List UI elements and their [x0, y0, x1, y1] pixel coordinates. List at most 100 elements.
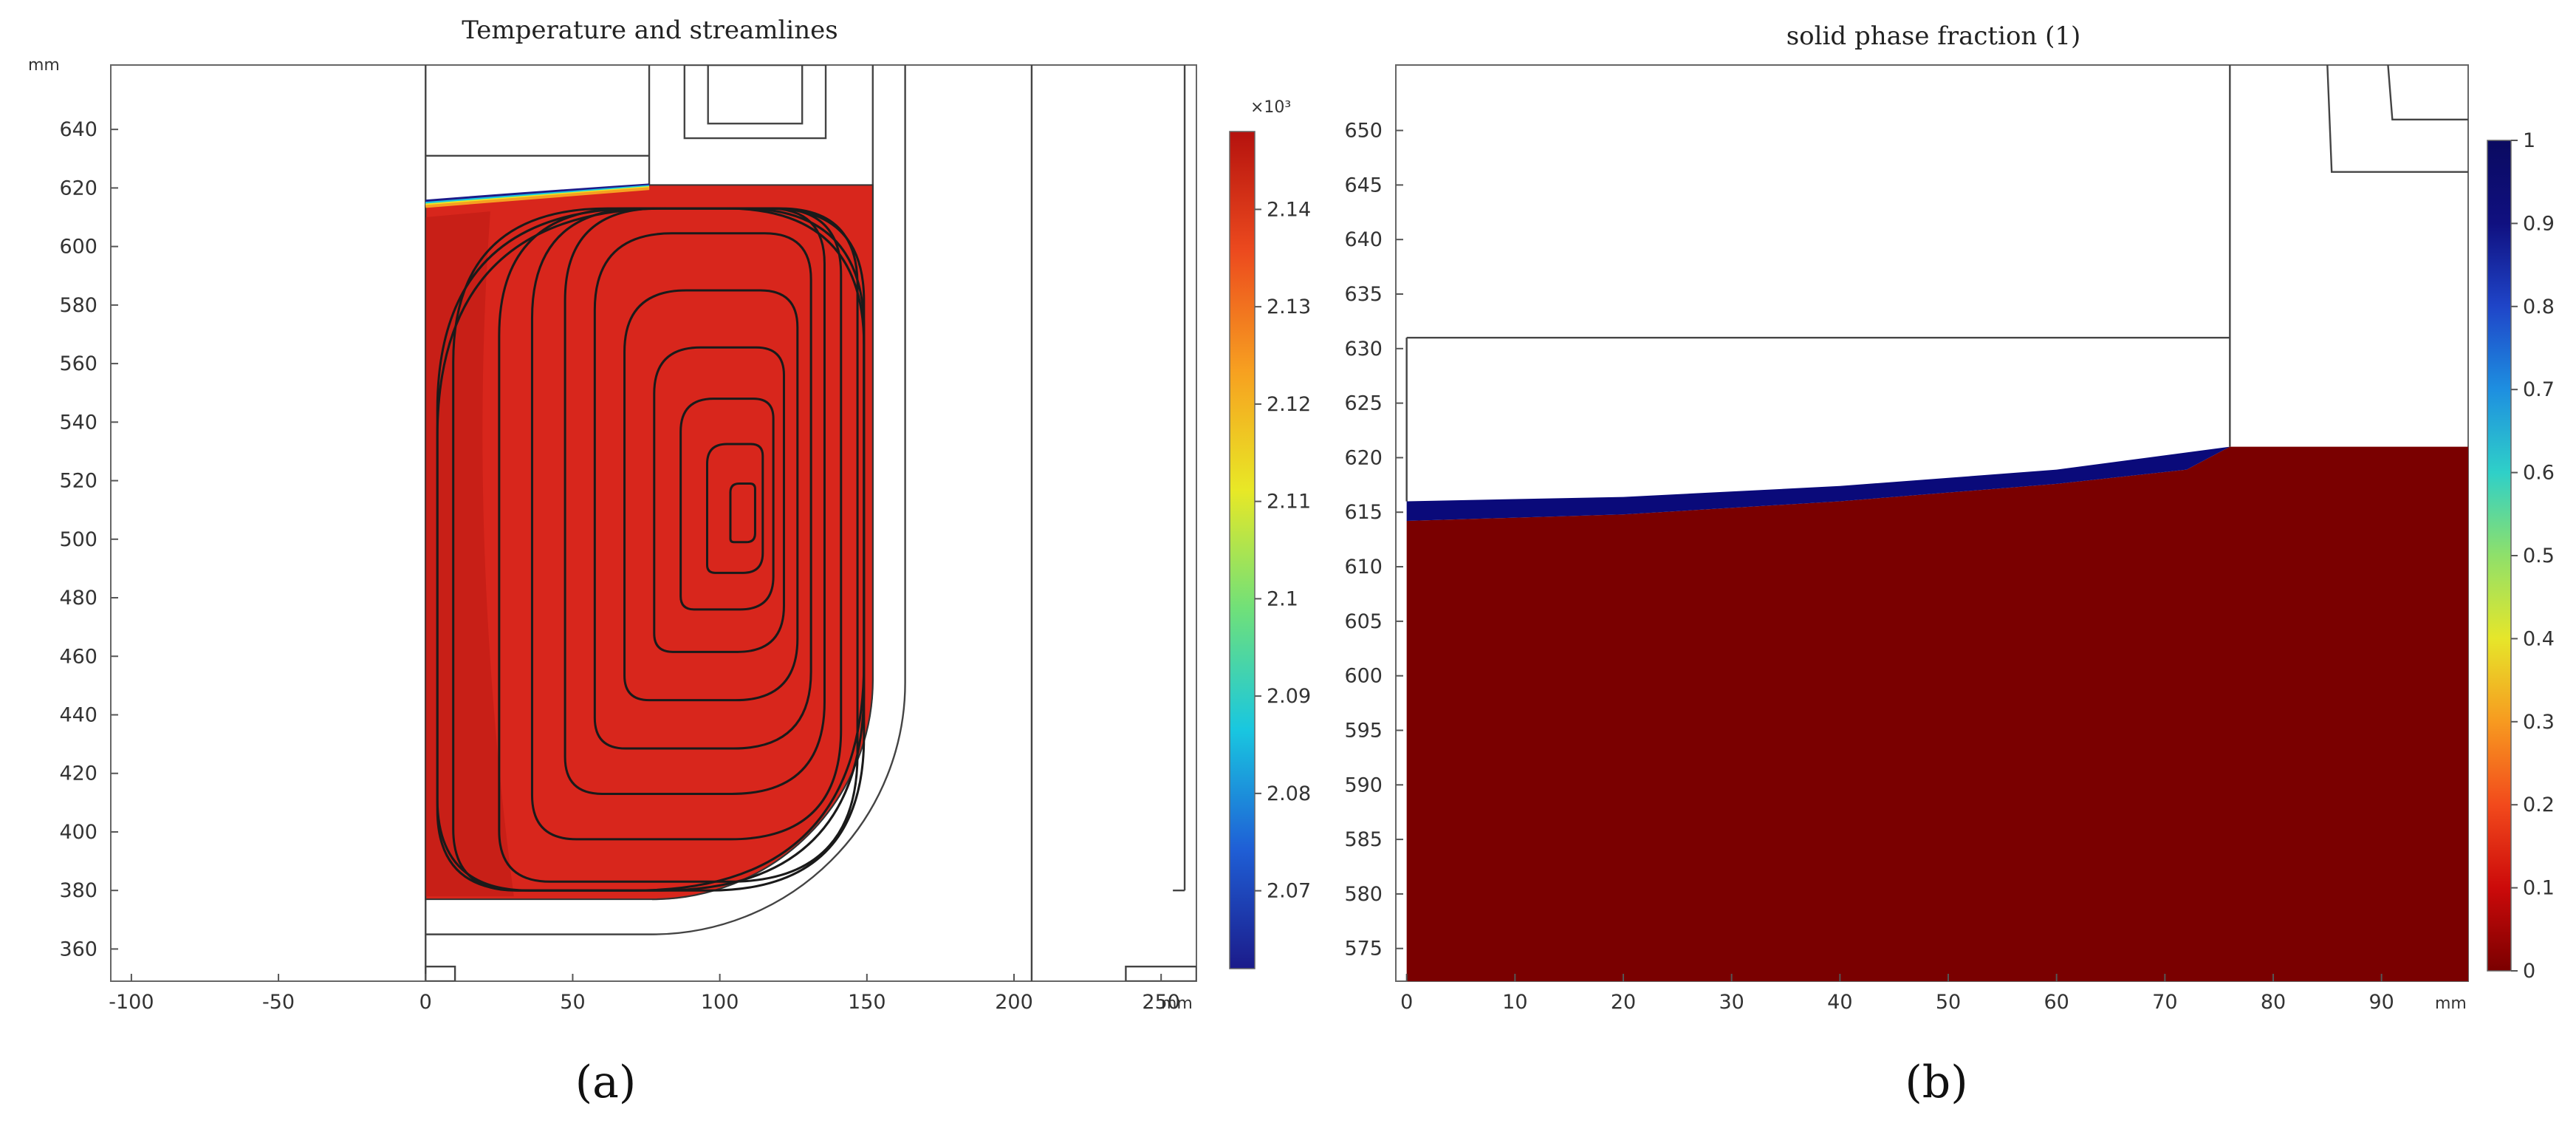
- y-tick-label: 590: [1344, 774, 1383, 796]
- panel-a-frame: [110, 64, 1197, 982]
- y-tick-label: 480: [59, 587, 97, 610]
- geometry-feeder-outer: [683, 65, 827, 140]
- geometry-feeder-inner: [2387, 65, 2468, 121]
- panel-b-x-unit: mm: [2435, 994, 2467, 1013]
- colorbar-tick-label: 1: [2523, 129, 2535, 152]
- y-tick-label: 615: [1344, 501, 1383, 524]
- y-tick-label: 400: [59, 821, 97, 844]
- colorbar-tick-label: 0.7: [2523, 378, 2555, 401]
- solidified-shell-band: [425, 183, 650, 203]
- y-tick-label: 635: [1344, 283, 1383, 306]
- solid-fraction-solid-layer: [1406, 446, 2230, 522]
- streamline: [436, 207, 866, 892]
- streamline: [679, 398, 775, 611]
- panel-a: Temperature and streamlines -100 -50 0 50 10…: [28, 16, 1311, 1108]
- panel-a-colorbar-ticks: 2.07 2.08 2.09 2.1 2.11 2.12 2.13 2.14: [1255, 198, 1311, 903]
- panel-a-title: Temperature and streamlines: [462, 16, 838, 45]
- colorbar-tick-label: 2.08: [1267, 782, 1311, 805]
- x-tick-label: 30: [1719, 991, 1744, 1014]
- y-tick-label: 575: [1344, 938, 1383, 961]
- y-tick-label: 620: [1344, 446, 1383, 469]
- x-tick-label: 80: [2261, 991, 2286, 1014]
- panel-a-plot-area: [425, 65, 1196, 981]
- colorbar-tick-label: 0.6: [2523, 462, 2555, 485]
- y-tick-label: 580: [1344, 883, 1383, 906]
- y-tick-label: 610: [1344, 556, 1383, 579]
- geometry-feeder-inner: [707, 65, 804, 125]
- streamline: [436, 207, 866, 892]
- streamline: [452, 207, 866, 892]
- y-tick-label: 625: [1344, 392, 1383, 415]
- y-tick-label: 640: [1344, 228, 1383, 251]
- panel-b: solid phase fraction (1) 0 10 20 30 40 50 60 70…: [1344, 21, 2555, 1108]
- x-tick-label: 50: [1936, 991, 1961, 1014]
- colorbar-tick-label: 2.07: [1267, 880, 1311, 903]
- y-tick-label: 640: [59, 118, 97, 141]
- panel-b-title: solid phase fraction (1): [1787, 21, 2081, 51]
- geometry-crucible-outer-wall: [652, 65, 906, 935]
- colorbar-tick-label: 2.12: [1267, 393, 1311, 416]
- colorbar-tick-label: 2.1: [1267, 587, 1298, 610]
- solid-fraction-liquid-region: [1406, 446, 2468, 981]
- y-tick-label: 380: [59, 879, 97, 902]
- x-tick-label: 60: [2044, 991, 2069, 1014]
- panel-b-y-axis: 575 580 585 590 595 600 605 610 615 620 625 630 635 6…: [1344, 120, 1403, 961]
- x-tick-label: 100: [701, 991, 739, 1014]
- panel-a-y-unit: mm: [28, 56, 60, 75]
- colorbar-tick-label: 0: [2523, 960, 2535, 983]
- streamline: [729, 482, 756, 544]
- colorbar-tick-label: 0.9: [2523, 212, 2555, 235]
- streamline: [530, 207, 843, 841]
- colorbar-tick-label: 0.1: [2523, 877, 2555, 900]
- x-tick-label: 20: [1611, 991, 1636, 1014]
- colorbar-tick-label: 0.8: [2523, 296, 2555, 318]
- y-tick-label: 595: [1344, 719, 1383, 742]
- streamline: [564, 207, 826, 795]
- panel-b-colorbar-ticks: 0 0.1 0.2 0.3 0.4 0.5 0.6 0.7 0.8 0.9 1: [2511, 129, 2555, 983]
- y-tick-label: 360: [59, 938, 97, 961]
- panel-a-x-unit: mm: [1161, 994, 1193, 1013]
- solidified-shell-band: [425, 187, 650, 208]
- geometry-feeder-outline: [2326, 65, 2468, 173]
- colorbar-tick-label: 2.14: [1267, 198, 1311, 221]
- y-tick-label: 600: [1344, 665, 1383, 688]
- streamline: [623, 289, 799, 702]
- x-tick-label: 200: [995, 991, 1033, 1014]
- y-tick-label: 630: [1344, 338, 1383, 361]
- panel-b-plot-area: [1405, 65, 2468, 981]
- panel-a-colorbar-multiplier: ×10³: [1250, 98, 1291, 117]
- x-tick-label: 0: [1400, 991, 1413, 1014]
- x-tick-label: 40: [1827, 991, 1852, 1014]
- panel-b-x-axis: 0 10 20 30 40 50 60 70 80 90: [1400, 974, 2394, 1014]
- colorbar-tick-label: 2.13: [1267, 296, 1311, 318]
- x-tick-label: 90: [2368, 991, 2394, 1014]
- colorbar-tick-label: 0.4: [2523, 627, 2555, 650]
- panel-b-label: (b): [1905, 1057, 1967, 1108]
- panel-a-label: (a): [575, 1057, 637, 1108]
- y-tick-label: 500: [59, 528, 97, 551]
- colorbar-tick-label: 0.5: [2523, 545, 2555, 567]
- x-tick-label: -100: [109, 991, 154, 1014]
- colorbar-tick-label: 2.11: [1267, 491, 1311, 514]
- streamline: [498, 207, 859, 883]
- y-tick-label: 460: [59, 645, 97, 668]
- x-tick-label: 10: [1502, 991, 1527, 1014]
- streamline: [593, 232, 812, 750]
- y-tick-label: 560: [59, 352, 97, 375]
- colorbar-tick-label: 0.2: [2523, 794, 2555, 816]
- y-tick-label: 420: [59, 762, 97, 785]
- panel-a-y-axis: 360 380 400 420 440 460 480 500 520 540 560 580 600 6…: [59, 118, 118, 961]
- y-tick-label: 600: [59, 236, 97, 259]
- geometry-bottom-block: [425, 965, 456, 981]
- panel-a-x-axis: -100 -50 0 50 100 150 200 250: [109, 974, 1180, 1014]
- y-tick-label: 520: [59, 470, 97, 493]
- streamline: [706, 443, 764, 574]
- temperature-field-cool-band: [425, 211, 514, 897]
- panel-b-colorbar: [2487, 140, 2512, 972]
- y-tick-label: 605: [1344, 610, 1383, 633]
- y-tick-label: 620: [59, 177, 97, 199]
- x-tick-label: 150: [848, 991, 886, 1014]
- y-tick-label: 585: [1344, 828, 1383, 851]
- y-tick-label: 440: [59, 703, 97, 726]
- x-tick-label: -50: [262, 991, 295, 1014]
